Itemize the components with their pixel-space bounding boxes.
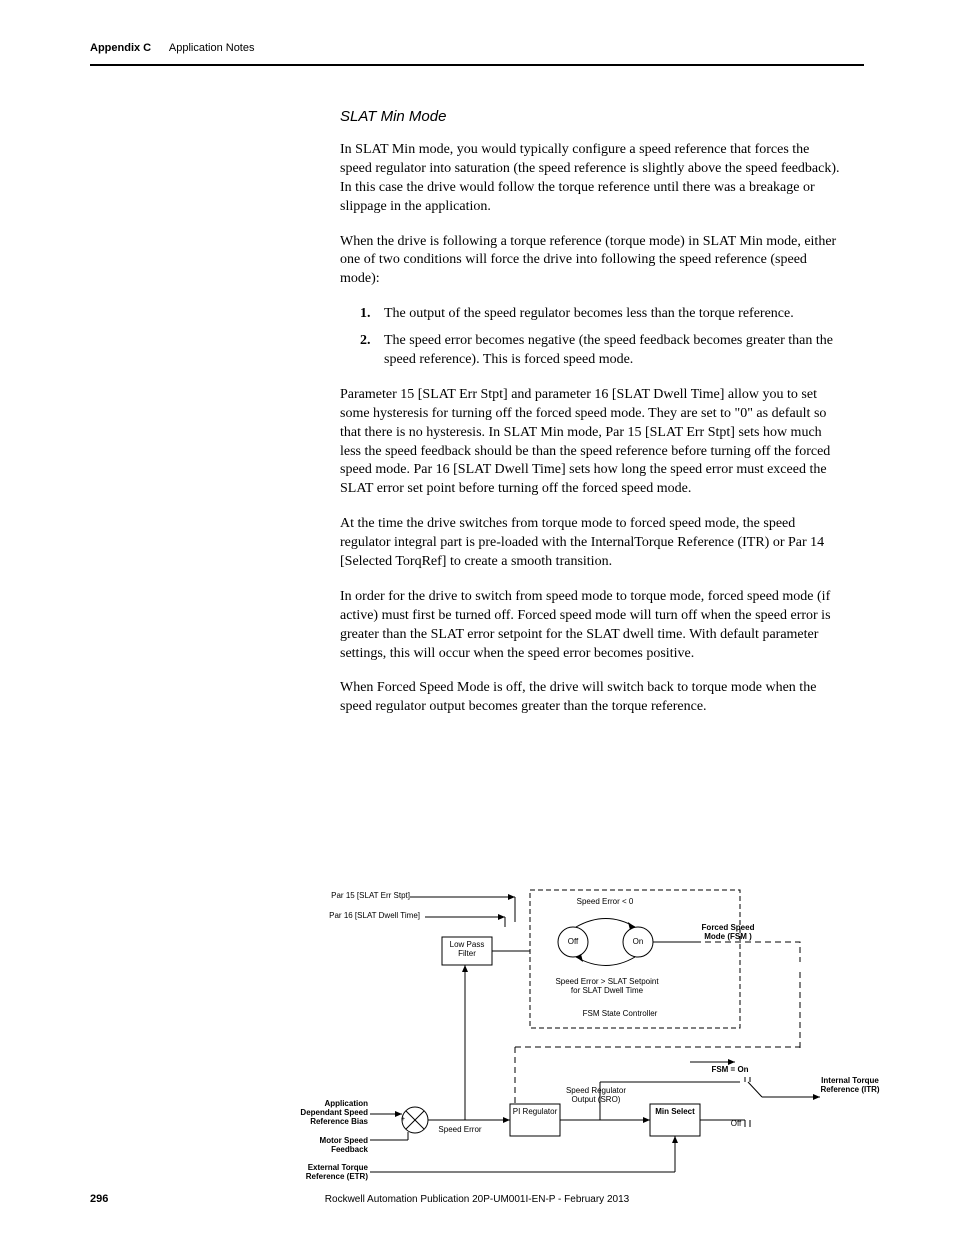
ordered-list: 1. The output of the speed regulator bec… <box>360 305 840 370</box>
section-title: SLAT Min Mode <box>340 108 840 125</box>
paragraph-4: At the time the drive switches from torq… <box>340 515 840 572</box>
label-minselect: Min Select <box>652 1108 698 1117</box>
label-par15: Par 15 [SLAT Err Stpt] <box>310 892 410 901</box>
label-etr: External Torque Reference (ETR) <box>294 1164 368 1182</box>
label-pireg: PI Regulator <box>512 1108 558 1117</box>
paragraph-6: When Forced Speed Mode is off, the drive… <box>340 679 840 717</box>
label-par16: Par 16 [SLAT Dwell Time] <box>310 912 420 921</box>
paragraph-2: When the drive is following a torque ref… <box>340 233 840 290</box>
list-item-2: 2. The speed error becomes negative (the… <box>360 332 840 370</box>
publication-info: Rockwell Automation Publication 20P-UM00… <box>0 1194 954 1205</box>
header-rule <box>90 64 864 66</box>
label-sro: Speed Regulator Output (SRO) <box>562 1087 630 1105</box>
label-fsmon: FSM = On <box>705 1066 755 1075</box>
appendix-label: Appendix C <box>90 42 151 54</box>
list-text-2: The speed error becomes negative (the sp… <box>384 332 840 370</box>
label-off: Off <box>563 938 583 947</box>
svg-text:-: - <box>413 1130 416 1137</box>
diagram-svg: + - <box>300 882 890 1182</box>
label-lowpass: Low Pass Filter <box>445 941 489 959</box>
label-appbias: Application Dependant Speed Reference Bi… <box>290 1100 368 1126</box>
section-label: Application Notes <box>169 42 255 54</box>
block-diagram: + - <box>300 882 890 1182</box>
paragraph-5: In order for the drive to switch from sp… <box>340 588 840 664</box>
label-off2: Off <box>726 1120 746 1129</box>
list-text-1: The output of the speed regulator become… <box>384 305 794 324</box>
label-speederr0: Speed Error < 0 <box>570 898 640 907</box>
label-on: On <box>628 938 648 947</box>
main-content: SLAT Min Mode In SLAT Min mode, you woul… <box>340 108 840 733</box>
label-itr: Internal Torque Reference (ITR) <box>816 1077 884 1095</box>
label-setpoint: Speed Error > SLAT Setpoint for SLAT Dwe… <box>552 978 662 996</box>
label-speederror: Speed Error <box>435 1126 485 1135</box>
list-num-1: 1. <box>360 305 384 324</box>
svg-text:+: + <box>401 1116 405 1123</box>
paragraph-3: Parameter 15 [SLAT Err Stpt] and paramet… <box>340 386 840 499</box>
label-controller: FSM State Controller <box>570 1010 670 1019</box>
list-num-2: 2. <box>360 332 384 370</box>
label-fsm: Forced Speed Mode (FSM ) <box>698 924 758 942</box>
paragraph-1: In SLAT Min mode, you would typically co… <box>340 141 840 217</box>
label-motorfb: Motor Speed Feedback <box>300 1137 368 1155</box>
page-header: Appendix C Application Notes <box>90 42 254 54</box>
list-item-1: 1. The output of the speed regulator bec… <box>360 305 840 324</box>
